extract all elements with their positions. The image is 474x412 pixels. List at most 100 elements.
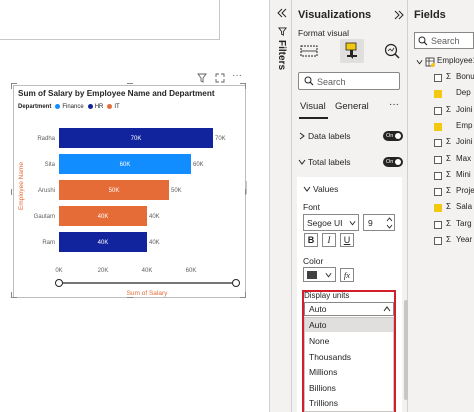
bold-button[interactable]: B bbox=[304, 233, 318, 247]
resize-handle[interactable] bbox=[11, 292, 17, 298]
chevron-right-icon[interactable] bbox=[298, 132, 306, 140]
field-name: Joini bbox=[456, 104, 473, 114]
more-options-icon[interactable]: ··· bbox=[232, 70, 242, 81]
conditional-format-button[interactable]: fx bbox=[340, 268, 354, 282]
format-visual-button[interactable] bbox=[340, 39, 364, 63]
bar-gautam[interactable] bbox=[59, 206, 147, 226]
tab-general[interactable]: General bbox=[335, 101, 369, 112]
category-label: Gautam bbox=[34, 214, 55, 220]
field-item[interactable]: Emp bbox=[414, 120, 474, 134]
option-millions[interactable]: Millions bbox=[309, 367, 338, 377]
display-units-select[interactable]: Auto bbox=[304, 302, 394, 316]
field-item[interactable]: Σ Proje bbox=[414, 185, 474, 199]
italic-button[interactable]: I bbox=[322, 233, 336, 247]
resize-handle[interactable] bbox=[240, 83, 246, 89]
collapse-right-icon[interactable] bbox=[394, 10, 404, 20]
data-labels-section[interactable]: Data labels bbox=[308, 131, 351, 141]
option-trillions[interactable]: Trillions bbox=[309, 398, 338, 408]
field-item[interactable]: Σ Sala bbox=[414, 201, 474, 215]
display-units-options[interactable] bbox=[304, 317, 394, 412]
field-name: Mini bbox=[456, 169, 471, 179]
total-label: 50K bbox=[171, 188, 182, 194]
bar-ram[interactable] bbox=[59, 232, 147, 252]
field-item[interactable]: Σ Year bbox=[414, 234, 474, 248]
format-pane-scrollbar[interactable] bbox=[404, 300, 408, 400]
format-search-input[interactable]: Search bbox=[298, 72, 400, 90]
total-label: 40K bbox=[149, 240, 160, 246]
resize-handle[interactable] bbox=[127, 83, 133, 89]
total-labels-toggle[interactable]: On bbox=[383, 157, 403, 167]
field-checkbox[interactable] bbox=[434, 155, 442, 164]
analytics-button[interactable] bbox=[381, 40, 403, 62]
build-visual-button[interactable] bbox=[298, 40, 320, 62]
values-subsection[interactable]: Values bbox=[313, 184, 339, 194]
bar-sita[interactable] bbox=[59, 154, 191, 174]
legend-item-it[interactable]: IT bbox=[107, 104, 120, 110]
more-options-icon[interactable]: ··· bbox=[389, 99, 399, 110]
option-none[interactable]: None bbox=[309, 336, 330, 346]
font-family-select[interactable]: Segoe UI bbox=[303, 214, 359, 231]
chevron-down-icon[interactable] bbox=[303, 185, 311, 193]
field-checkbox[interactable] bbox=[434, 90, 442, 99]
resize-handle[interactable] bbox=[11, 83, 17, 89]
total-labels-section[interactable]: Total labels bbox=[308, 157, 351, 167]
collapse-left-icon[interactable] bbox=[277, 8, 287, 18]
option-auto[interactable]: Auto bbox=[309, 320, 327, 330]
field-item[interactable]: Σ Joini bbox=[414, 136, 474, 150]
legend-item-finance[interactable]: Finance bbox=[55, 104, 84, 110]
sigma-icon: Σ bbox=[446, 186, 451, 196]
legend-dot-icon bbox=[107, 104, 113, 109]
stepper-arrows-icon[interactable] bbox=[386, 217, 393, 229]
field-item[interactable]: Σ Bonu bbox=[414, 71, 474, 85]
filters-pane[interactable] bbox=[272, 0, 292, 412]
field-checkbox[interactable] bbox=[434, 106, 442, 115]
field-checkbox[interactable] bbox=[434, 220, 442, 229]
option-thousands[interactable]: Thousands bbox=[309, 352, 352, 362]
resize-handle[interactable] bbox=[127, 292, 133, 298]
filter-icon[interactable] bbox=[197, 73, 207, 83]
resize-handle[interactable] bbox=[11, 189, 17, 195]
color-picker[interactable] bbox=[303, 267, 336, 282]
search-placeholder: Search bbox=[317, 77, 346, 87]
bar-radha[interactable] bbox=[59, 128, 213, 148]
fields-search-input[interactable]: Search bbox=[414, 32, 474, 49]
tab-visual[interactable]: Visual bbox=[300, 101, 326, 112]
data-labels-toggle[interactable]: On bbox=[383, 131, 403, 141]
font-label: Font bbox=[303, 202, 321, 212]
data-label: 50K bbox=[109, 188, 120, 194]
field-checkbox[interactable] bbox=[434, 204, 442, 213]
chevron-down-icon bbox=[416, 59, 423, 65]
field-checkbox[interactable] bbox=[434, 74, 442, 82]
sigma-icon: Σ bbox=[446, 153, 451, 163]
chevron-down-icon[interactable] bbox=[298, 158, 306, 166]
bar-arushi[interactable] bbox=[59, 180, 169, 200]
chart-legend[interactable]: Department Finance HR IT bbox=[18, 104, 120, 110]
field-checkbox[interactable] bbox=[434, 139, 442, 148]
field-item[interactable]: Dep bbox=[414, 87, 474, 101]
display-units-label: Display units bbox=[304, 291, 350, 300]
field-item[interactable]: Σ Max bbox=[414, 153, 474, 167]
resize-handle[interactable] bbox=[240, 189, 246, 195]
underline-button[interactable]: U bbox=[340, 233, 354, 247]
field-item[interactable]: Σ Joini bbox=[414, 104, 474, 118]
focus-mode-icon[interactable] bbox=[215, 73, 225, 83]
format-visual-label: Format visual bbox=[298, 28, 350, 38]
field-item[interactable]: Σ Mini bbox=[414, 169, 474, 183]
total-label: 40K bbox=[149, 214, 160, 220]
font-size-stepper[interactable]: 9 bbox=[363, 214, 395, 231]
legend-item-hr[interactable]: HR bbox=[87, 104, 103, 110]
field-item[interactable]: Σ Targ bbox=[414, 218, 474, 232]
option-billions[interactable]: Billions bbox=[309, 383, 336, 393]
field-checkbox[interactable] bbox=[434, 122, 442, 131]
resize-handle[interactable] bbox=[240, 292, 246, 298]
filter-funnel-icon bbox=[278, 27, 287, 36]
field-checkbox[interactable] bbox=[434, 171, 442, 180]
bar-chart-visual[interactable]: Sum of Salary by Employee Name and Depar… bbox=[11, 83, 247, 298]
field-checkbox[interactable] bbox=[434, 188, 442, 197]
table-node[interactable]: Employee1 bbox=[414, 55, 474, 69]
field-checkbox[interactable] bbox=[434, 237, 442, 245]
font-family-value: Segoe UI bbox=[307, 218, 343, 228]
paint-brush-icon bbox=[345, 42, 357, 59]
filters-label[interactable]: Filters bbox=[276, 40, 287, 71]
chevron-up-icon bbox=[383, 306, 391, 312]
